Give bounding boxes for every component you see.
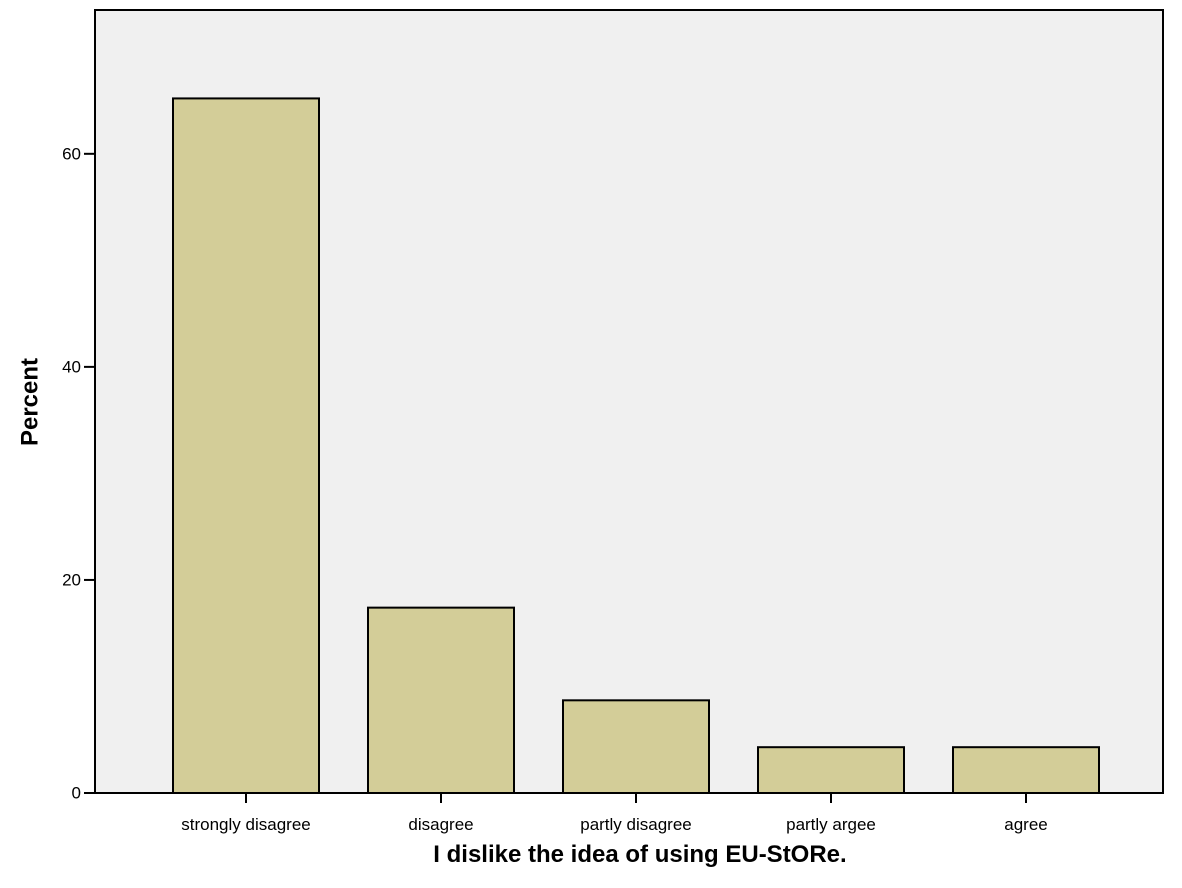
bar-strongly-disagree	[172, 97, 320, 794]
y-tick-label: 20	[62, 570, 81, 589]
y-axis-title: Percent	[17, 358, 44, 446]
bar-partly-argee	[757, 746, 905, 794]
x-tick-label: partly argee	[786, 815, 876, 834]
bar-partly-disagree	[562, 699, 710, 794]
y-tick-label: 0	[72, 784, 81, 803]
x-tick-label: disagree	[408, 815, 473, 834]
bar-disagree	[367, 606, 515, 794]
x-tick-label: agree	[1004, 815, 1047, 834]
y-axis: 0 20 40 60	[62, 144, 95, 803]
x-tick-label: strongly disagree	[181, 815, 310, 834]
bar-agree	[952, 746, 1100, 794]
y-tick-label: 40	[62, 357, 81, 376]
x-axis-title: I dislike the idea of using EU-StORe.	[433, 841, 846, 868]
bars-group	[172, 97, 1100, 794]
x-axis: strongly disagree disagree partly disagree…	[181, 793, 1048, 834]
y-tick-label: 60	[62, 144, 81, 163]
x-tick-label: partly disagree	[580, 815, 692, 834]
